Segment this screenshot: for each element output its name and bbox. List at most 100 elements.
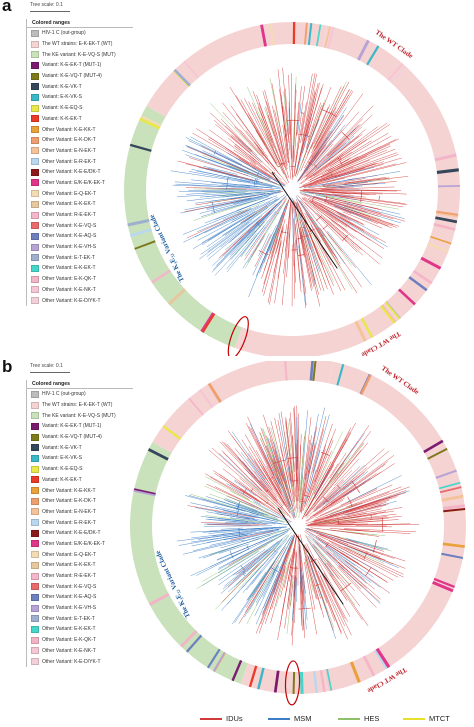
tree-branch [190,136,243,166]
variant-stripe [260,24,267,47]
tree-branch [231,224,251,241]
legend-swatch [31,422,39,430]
tree-branch [313,241,334,286]
tree-branch [296,86,302,136]
legend-label: Variant: E-K-VK-S [42,94,82,101]
tree-branch [325,471,369,505]
tree-branch [334,163,378,178]
tree-branch [231,134,252,153]
tree-branch [315,532,349,545]
tree-branch [304,210,341,265]
tree-branch [317,240,332,266]
legend-swatch [31,286,39,294]
variant-stripe [326,26,335,49]
tree-branch [235,220,265,255]
tree-branch [189,157,249,176]
tree-branch [230,530,274,541]
tree-branch [241,439,269,482]
tree-branch [206,511,249,520]
tree-branch [299,231,312,282]
tree-branch [216,529,291,561]
tree-branch [341,191,407,195]
tree-branch [234,480,256,497]
tree-branch [237,138,263,163]
tree-branch [309,192,348,198]
tree-branch [223,528,282,538]
legend-swatch [31,158,39,166]
tree-branch [324,546,381,588]
tree-branch [284,534,298,629]
tree-branch [328,140,362,165]
tree-branch [214,506,259,517]
variant-stripe [412,269,433,285]
tree-branch [202,152,278,185]
legend-swatch [31,561,39,569]
tree-branch [313,152,398,183]
tree-branch [282,125,288,159]
tree-branch [226,225,265,273]
variant-stripe [231,660,243,682]
tree-arc [273,459,287,464]
tree-branch [328,189,397,192]
legend-item: Other Variant: K-E-VH-S [27,603,133,614]
tree-branch [234,479,284,516]
variant-stripe [336,363,345,386]
tree-branch [235,144,270,172]
legend-swatch [31,72,39,80]
tree-branch [269,78,282,134]
tree-branch [312,543,333,568]
variant-ring [130,442,249,684]
legend-label: HIV-1 C (out-group) [42,391,86,398]
tree-branch [302,166,354,187]
tree-branch [306,523,355,526]
tree-branch [234,534,293,623]
tree-branch [190,493,282,522]
legend-item: Other Variant: K-E-VQ-S [27,220,133,231]
tree-branch [207,207,269,253]
tree-branch [222,215,254,236]
tree-branch [323,139,367,169]
tree-arc [339,157,342,161]
tree-arc [270,476,274,479]
tree-branch [267,227,284,303]
tree-branch [306,528,358,544]
variant-stripe [307,23,313,46]
tree-arc [320,452,330,456]
tree-branch [190,533,248,543]
variant-stripe [324,26,331,48]
tree-branch [300,430,306,485]
tree-branch [331,193,366,198]
tree-branch [298,543,305,639]
tree-branch [242,539,288,593]
tree-branch [267,438,281,476]
tree-branch [300,200,343,252]
tree-branch [278,130,286,162]
variant-stripe [185,634,203,653]
legend-swatch [31,40,39,48]
tree-branch [256,458,286,507]
tree-branch [319,215,358,253]
tree-branch [260,438,278,480]
legend-item: Other Variant: E-K-DK-T [27,135,133,146]
legend-item: Other Variant: E-K-EK-T [27,624,133,635]
tree-arc [321,109,337,117]
tree-branch [306,213,340,267]
tree-branch [308,197,364,225]
legend-label: Variant: K-K-EK-T [42,476,82,483]
tree-branch [256,570,276,606]
tree-branch [174,181,259,189]
variant-stripe [129,143,152,152]
legend-label: Other Variant: R-E-EK-T [42,573,96,580]
variant-stripe [441,552,464,559]
variant-stripe [349,661,361,683]
tree-branch [246,570,262,591]
tree-branch [303,543,321,599]
legend-item: Other Variant: K-E-D/YK-T [27,656,133,667]
tree-branch [238,534,288,574]
tree-branch [222,192,266,198]
tree-branch [300,154,344,185]
tree-branch [302,171,333,186]
tree-branch [288,201,292,259]
tree-branch [302,102,325,163]
tree-branch [220,118,253,152]
